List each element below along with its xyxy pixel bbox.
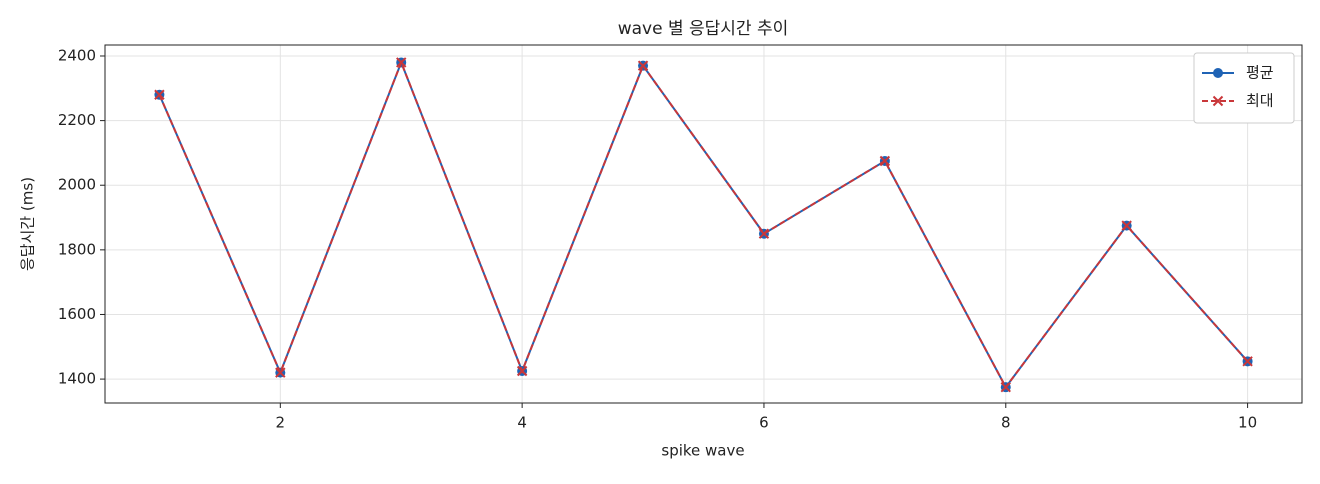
series-line [158,59,1249,390]
legend-box [1193,52,1295,124]
legend-label: 평균 [1246,64,1274,82]
data-point [516,365,528,377]
x-tick-label: 6 [759,414,769,432]
data-point [1121,220,1132,231]
y-tick-label: 2000 [58,176,96,194]
y-tick-label: 1800 [58,240,96,258]
data-point [275,367,286,378]
data-point [879,155,891,167]
data-point [396,57,407,68]
x-tick-label: 4 [517,414,527,432]
data-point [1000,381,1011,393]
legend-marker [1213,68,1223,78]
y-tick-label: 1400 [58,370,96,388]
y-tick-label: 2200 [58,111,96,129]
x-tick-label: 2 [276,414,286,432]
y-tick-label: 2400 [58,46,96,64]
x-tick-label: 8 [1001,414,1011,432]
series-line [158,59,1249,390]
y-tick-label: 1600 [58,305,96,323]
data-point [154,89,165,100]
legend-marker [1212,95,1224,107]
data-point [1242,356,1253,367]
y-axis-label: 응답시간 (ms) [19,177,37,271]
chart-title: wave 별 응답시간 추이 [618,19,789,39]
x-axis-label: spike wave [661,442,744,460]
data-point [758,228,770,239]
legend-label: 최대 [1246,92,1274,110]
data-point [637,60,649,71]
plot-frame [104,44,1303,404]
x-tick-label: 10 [1238,414,1257,432]
